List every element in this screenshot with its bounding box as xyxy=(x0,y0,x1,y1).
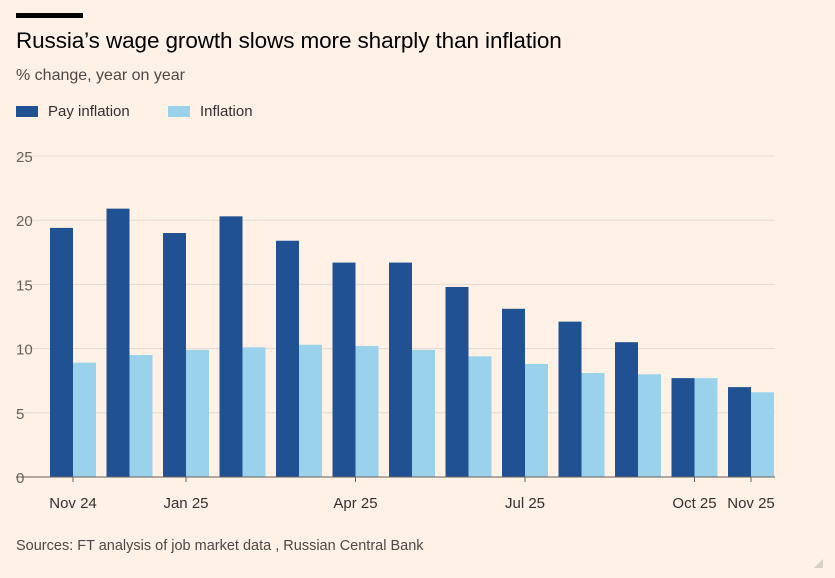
bar-pay-inflation-nov-24 xyxy=(50,227,73,477)
bar-pay-inflation-may-25 xyxy=(389,262,412,477)
bar-inflation-dec-24 xyxy=(129,355,153,477)
legend-swatch-pay-inflation xyxy=(16,106,38,117)
bar-pay-inflation-jun-25 xyxy=(445,286,469,477)
chart-subtitle: % change, year on year xyxy=(16,67,185,84)
bar-inflation-nov-25 xyxy=(751,392,774,477)
x-tick-label-jul-25: Jul 25 xyxy=(505,495,545,512)
bar-pay-inflation-aug-25 xyxy=(558,321,582,477)
bar-pay-inflation-apr-25 xyxy=(332,262,356,477)
bar-pay-inflation-jul-25 xyxy=(502,308,525,477)
legend-item-inflation: Inflation xyxy=(168,103,253,120)
x-tick-label-jan-25: Jan 25 xyxy=(163,495,208,512)
bar-pay-inflation-sep-25 xyxy=(615,342,638,477)
y-tick-label-0: 0 xyxy=(16,470,24,487)
legend-label-pay-inflation: Pay inflation xyxy=(48,103,130,120)
bar-inflation-may-25 xyxy=(412,349,435,477)
bar-inflation-nov-24 xyxy=(73,362,96,477)
legend-label-inflation: Inflation xyxy=(200,103,253,120)
bar-pay-inflation-dec-24 xyxy=(106,208,130,478)
y-tick-label-25: 25 xyxy=(16,149,33,166)
y-tick-label-5: 5 xyxy=(16,406,24,423)
bar-inflation-feb-25 xyxy=(242,347,266,477)
x-tick-label-nov-24: Nov 24 xyxy=(49,495,97,512)
ft-top-rule xyxy=(16,13,83,18)
legend-item-pay-inflation: Pay inflation xyxy=(16,103,130,120)
bar-inflation-jun-25 xyxy=(468,356,492,477)
bar-pay-inflation-oct-25 xyxy=(671,378,695,477)
y-tick-label-15: 15 xyxy=(16,277,33,294)
chart-source: Sources: FT analysis of job market data … xyxy=(16,538,424,554)
bar-inflation-aug-25 xyxy=(581,372,605,477)
bar-pay-inflation-feb-25 xyxy=(219,216,243,477)
x-tick-label-nov-25: Nov 25 xyxy=(727,495,775,512)
bar-inflation-sep-25 xyxy=(638,374,661,477)
legend-swatch-inflation xyxy=(168,106,190,117)
bar-pay-inflation-nov-25 xyxy=(728,387,751,477)
resize-corner-mark xyxy=(814,559,823,568)
bar-inflation-apr-25 xyxy=(355,346,379,477)
y-tick-label-10: 10 xyxy=(16,342,33,359)
bar-inflation-jan-25 xyxy=(186,349,209,477)
bar-inflation-oct-25 xyxy=(694,378,718,477)
y-tick-label-20: 20 xyxy=(16,213,33,230)
x-tick-label-oct-25: Oct 25 xyxy=(672,495,716,512)
x-tick-label-apr-25: Apr 25 xyxy=(333,495,377,512)
bar-inflation-mar-25 xyxy=(299,344,322,477)
bar-pay-inflation-jan-25 xyxy=(163,233,186,477)
chart-title: Russia’s wage growth slows more sharply … xyxy=(16,28,562,53)
bar-pay-inflation-mar-25 xyxy=(276,240,299,477)
bar-inflation-jul-25 xyxy=(525,364,548,477)
